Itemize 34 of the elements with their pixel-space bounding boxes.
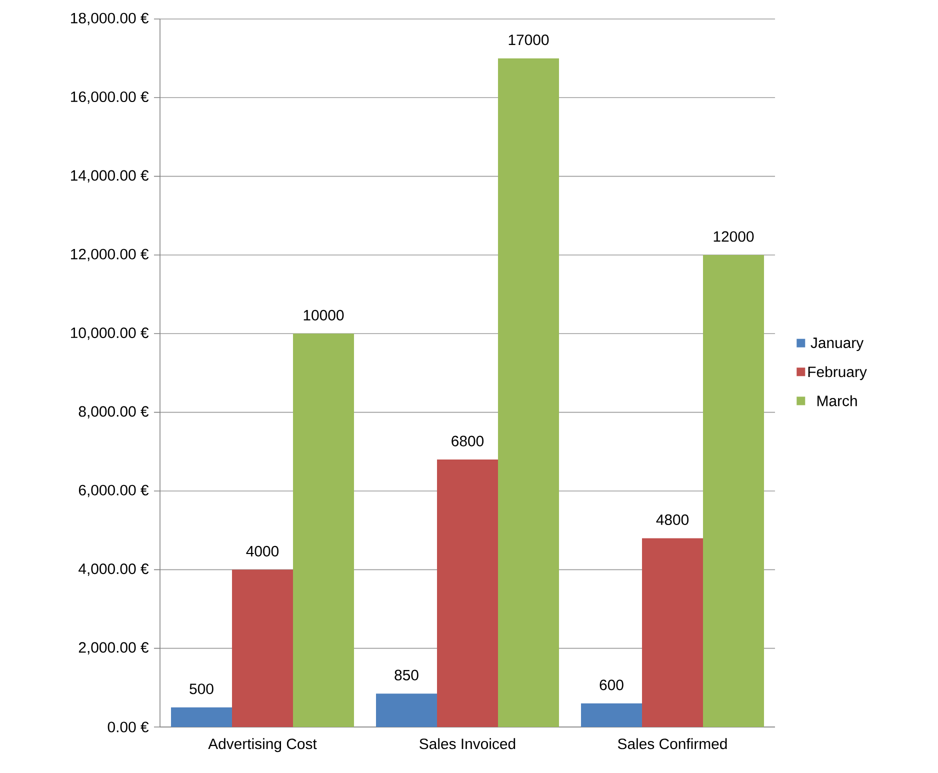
bar	[581, 703, 642, 727]
y-tick-label: 8,000.00 €	[78, 406, 149, 418]
bar	[642, 538, 704, 727]
bar	[376, 694, 438, 727]
bar	[232, 570, 294, 727]
y-tick-label: 14,000.00 €	[71, 170, 149, 182]
data-label: 850	[394, 670, 418, 680]
y-tick-label: 4,000.00 €	[78, 563, 149, 576]
data-label: 4800	[656, 514, 689, 526]
data-label: 4000	[246, 546, 279, 556]
y-tick-label: 0.00 €	[108, 722, 149, 732]
bar	[171, 707, 232, 727]
x-tick-label: Advertising Cost	[208, 738, 317, 752]
data-label: 500	[190, 684, 214, 694]
y-tick-label: 18,000.00 €	[71, 12, 149, 26]
legend-label: January	[810, 338, 864, 352]
data-label: 10000	[304, 310, 344, 320]
data-label: 600	[600, 680, 624, 690]
bar	[437, 460, 498, 727]
y-tick-label: 16,000.00 €	[71, 91, 149, 104]
bar	[498, 58, 560, 727]
y-tick-label: 2,000.00 €	[78, 642, 149, 654]
x-tick-label: Sales Invoiced	[420, 738, 516, 750]
y-tick-label: 12,000.00 €	[71, 248, 149, 262]
data-label: 6800	[452, 436, 484, 446]
bar	[293, 334, 354, 727]
x-tick-label: Sales Confirmed	[618, 738, 727, 750]
data-label: 17000	[508, 34, 549, 46]
bar	[703, 254, 764, 727]
data-label: 12000	[714, 231, 754, 242]
legend-label: February	[808, 366, 867, 380]
legend-label: March	[818, 395, 857, 406]
y-tick-label: 10,000.00 €	[71, 327, 149, 340]
y-tick-label: 6,000.00 €	[78, 484, 149, 498]
